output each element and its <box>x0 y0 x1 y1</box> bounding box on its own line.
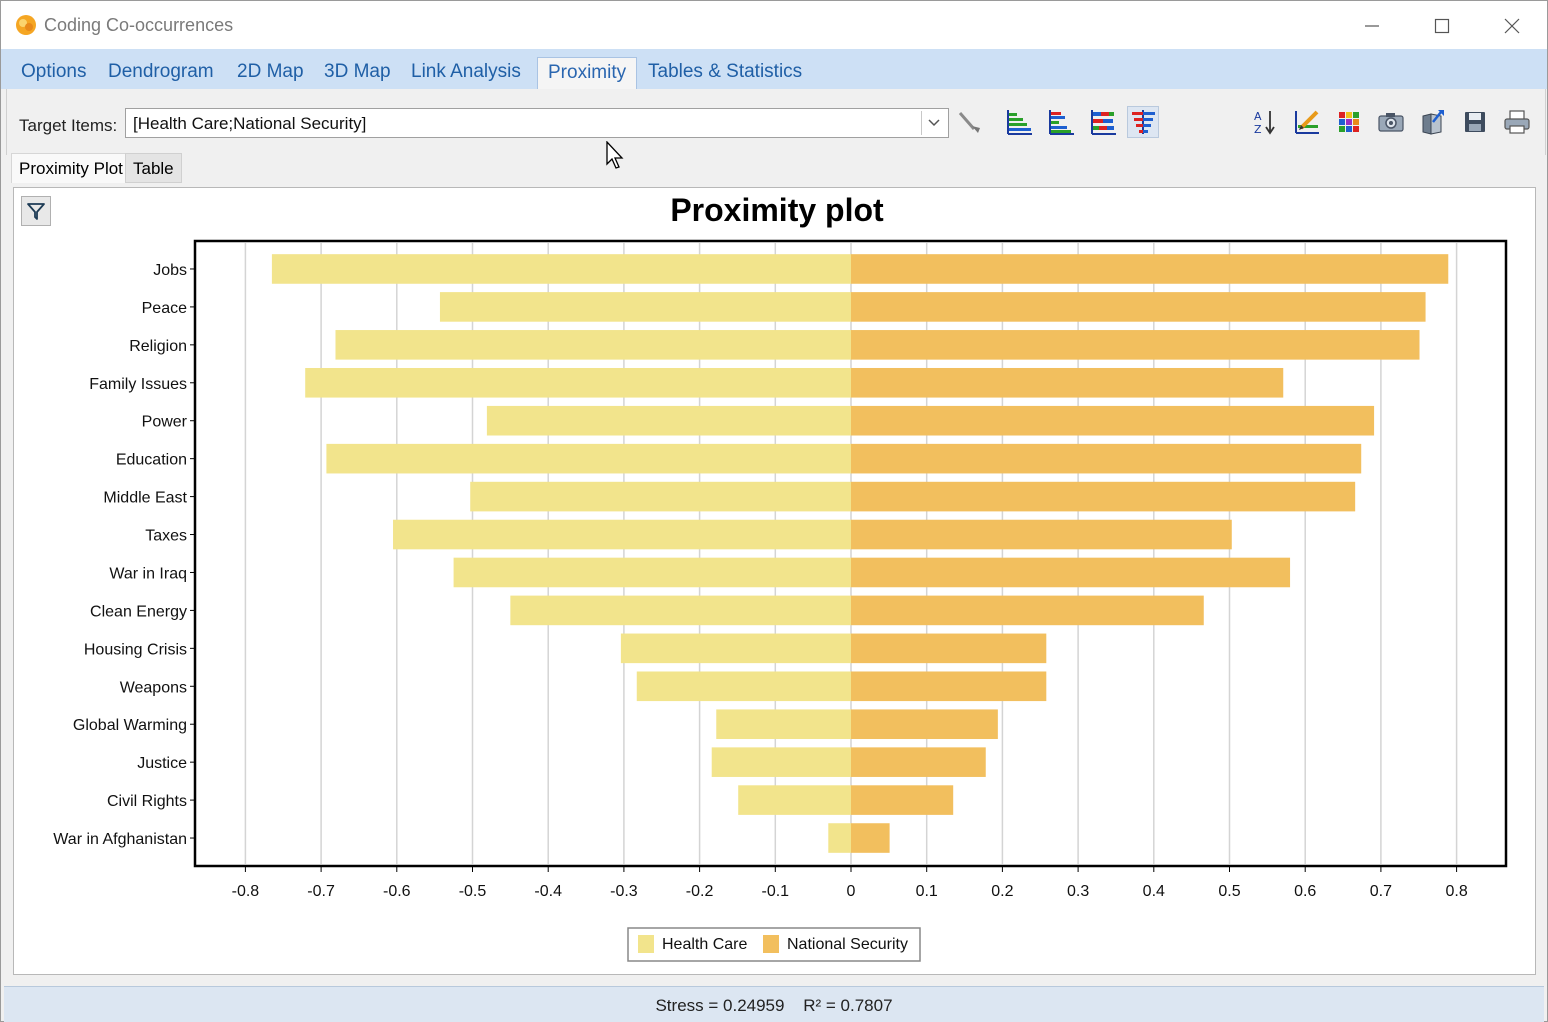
r-squared-value: R² = 0.7807 <box>803 996 893 1015</box>
close-icon <box>1504 18 1520 34</box>
status-text: Stress = 0.24959 R² = 0.7807 <box>4 996 1544 1016</box>
selection-brush-icon <box>958 112 980 133</box>
tab-proximity[interactable]: Proximity <box>537 57 638 89</box>
maximize-icon <box>1434 18 1450 34</box>
app-logo-icon <box>16 15 36 35</box>
tab-tables-statistics[interactable]: Tables & Statistics <box>648 61 803 82</box>
target-items-value: [Health Care;National Security] <box>133 114 367 133</box>
window-title: Coding Co-occurrences <box>44 15 234 35</box>
sort-bars-icon <box>1007 110 1032 135</box>
tab-2d-map[interactable]: 2D Map <box>237 61 304 82</box>
stress-value: Stress = 0.24959 <box>655 996 785 1015</box>
tab-proximity-plot[interactable]: Proximity Plot <box>11 153 131 183</box>
color-bars-button[interactable] <box>1087 106 1119 138</box>
color-grid-icon <box>1339 112 1359 132</box>
print-icon <box>1504 110 1530 134</box>
camera-button[interactable] <box>1375 106 1407 138</box>
chevron-down-icon <box>928 119 940 127</box>
svg-text:Z: Z <box>1254 123 1262 136</box>
camera-icon <box>1378 113 1404 132</box>
close-button[interactable] <box>1497 11 1527 41</box>
proximity-bars-icon <box>1132 110 1155 134</box>
save-button[interactable] <box>1459 106 1491 138</box>
sort-bars-button[interactable] <box>1003 106 1035 138</box>
selection-brush-button[interactable] <box>953 106 985 138</box>
tab-link-analysis[interactable]: Link Analysis <box>411 61 521 82</box>
print-button[interactable] <box>1501 106 1533 138</box>
sort-az-icon: A Z <box>1254 110 1275 136</box>
maximize-button[interactable] <box>1427 11 1457 41</box>
tab-3d-map[interactable]: 3D Map <box>324 61 391 82</box>
save-icon <box>1465 112 1485 132</box>
export-icon <box>1422 110 1444 135</box>
filter-button[interactable] <box>21 196 51 226</box>
chart-panel <box>13 187 1536 975</box>
proximity-bars-button[interactable] <box>1127 106 1159 138</box>
tab-options[interactable]: Options <box>21 61 87 82</box>
filter-icon <box>27 203 45 220</box>
color-grid-button[interactable] <box>1333 106 1365 138</box>
minimize-icon <box>1365 25 1379 27</box>
edit-chart-button[interactable] <box>1291 106 1323 138</box>
export-button[interactable] <box>1417 106 1449 138</box>
dropdown-button[interactable] <box>921 111 946 135</box>
target-items-label: Target Items: <box>19 116 118 135</box>
mouse-cursor-icon <box>606 141 624 169</box>
svg-text:A: A <box>1254 110 1262 123</box>
color-bars-icon <box>1091 110 1116 135</box>
grouped-bars-icon <box>1049 110 1074 135</box>
main-tab-bar: Options Dendrogram 2D Map 3D Map Link An… <box>1 49 1547 89</box>
target-items-select[interactable]: [Health Care;National Security] <box>125 108 949 138</box>
tab-table[interactable]: Table <box>125 153 182 183</box>
grouped-bars-button[interactable] <box>1045 106 1077 138</box>
toolbar: Target Items: [Health Care;National Secu… <box>6 89 1546 155</box>
tab-dendrogram[interactable]: Dendrogram <box>108 61 214 82</box>
title-bar: Coding Co-occurrences <box>1 1 1547 49</box>
sort-az-button[interactable]: A Z <box>1249 106 1281 138</box>
status-bar: Stress = 0.24959 R² = 0.7807 <box>4 986 1544 1022</box>
minimize-button[interactable] <box>1357 11 1387 41</box>
edit-chart-icon <box>1295 110 1319 134</box>
